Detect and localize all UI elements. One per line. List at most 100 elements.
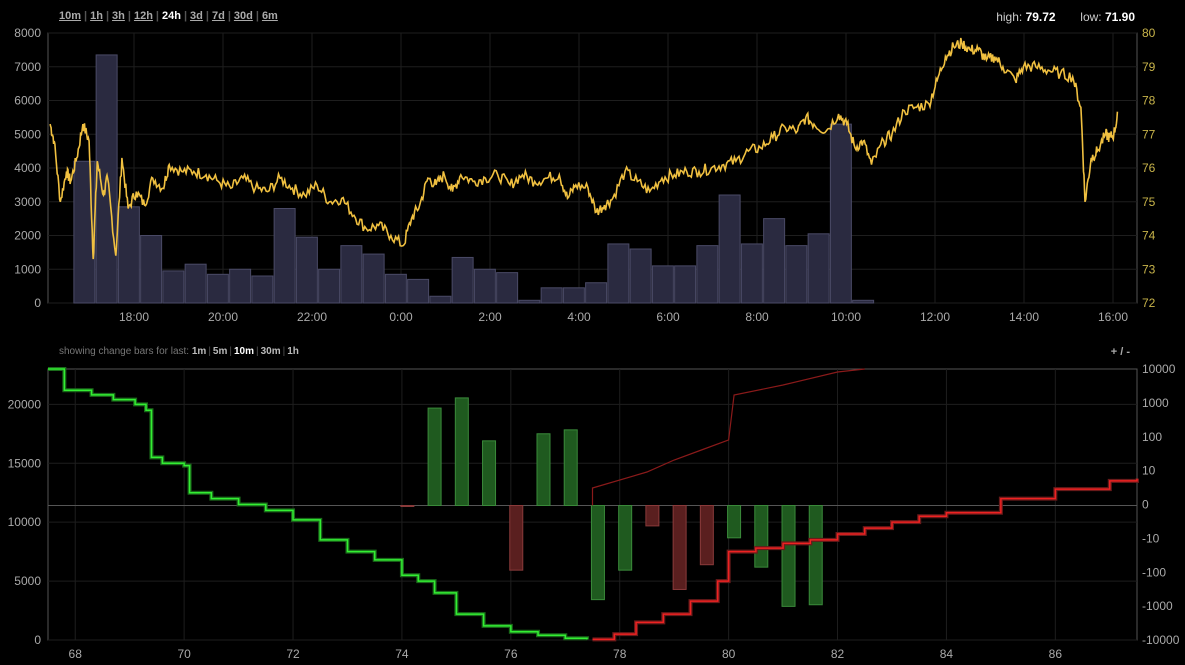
volume-bar: [585, 282, 608, 304]
high-label: high:: [996, 10, 1023, 24]
range-link-10m[interactable]: 10m: [59, 10, 82, 22]
volume-bar: [362, 253, 385, 304]
change-bar-option-10m[interactable]: 10m: [233, 346, 254, 357]
change-bar: [509, 505, 524, 571]
range-link-7d[interactable]: 7d: [211, 10, 225, 22]
volume-bar: [540, 287, 563, 304]
volume-bar: [740, 243, 763, 304]
x-tick-label: 10:00: [831, 310, 861, 324]
change-bars-prefix: showing change bars for last:: [59, 346, 190, 357]
change-bar: [781, 505, 796, 607]
x-tick-label: 20:00: [208, 310, 238, 324]
change-bar: [563, 429, 578, 507]
y-left-tick-label: 1000: [14, 262, 41, 276]
range-link-3h[interactable]: 3h: [112, 10, 125, 22]
time-range-selector: 10m | 1h | 3h | 12h | 24h | 3d | 7d | 30d | 6m: [59, 10, 278, 22]
range-link-6m[interactable]: 6m: [261, 10, 278, 22]
y-left-tick-label: 6000: [14, 94, 41, 108]
x-tick-label: 68: [69, 647, 83, 661]
y-left-tick-label: 5000: [14, 574, 41, 588]
y-right-tick-label: 72: [1142, 296, 1156, 310]
change-bar-option-5m[interactable]: 5m: [212, 346, 228, 357]
y-right-tick-label: -1000: [1142, 599, 1173, 613]
change-bars-selector: showing change bars for last: 1m | 5m | 10m |…: [59, 346, 299, 357]
x-tick-label: 74: [395, 647, 409, 661]
zoom-in-button[interactable]: +: [1110, 346, 1118, 358]
x-tick-label: 18:00: [119, 310, 149, 324]
volume-bar: [763, 218, 786, 304]
volume-bar: [184, 263, 207, 304]
change-bar: [699, 505, 714, 566]
volume-bar: [718, 194, 741, 304]
x-tick-label: 70: [177, 647, 191, 661]
zoom-controls: + / -: [1111, 346, 1130, 358]
x-tick-label: 82: [831, 647, 845, 661]
y-right-tick-label: 78: [1142, 94, 1156, 108]
x-tick-label: 78: [613, 647, 627, 661]
change-bar-option-1h[interactable]: 1h: [287, 346, 299, 357]
y-left-tick-label: 20000: [8, 397, 42, 411]
y-right-tick-label: 74: [1142, 229, 1156, 243]
volume-bar: [251, 275, 274, 304]
price-volume-chart: 0 1000 2000 3000 4000 5000 6000 7000 8000 72 73 74 7…: [14, 26, 1156, 324]
volume-bar: [384, 273, 407, 304]
x-tick-label: 80: [722, 647, 736, 661]
y-right-tick-label: 79: [1142, 60, 1156, 74]
range-link-30d[interactable]: 30d: [233, 10, 253, 22]
y-left-tick-label: 5000: [14, 127, 41, 141]
x-tick-label: 6:00: [656, 310, 680, 324]
volume-bar: [629, 248, 652, 304]
x-tick-label: 2:00: [478, 310, 502, 324]
volume-bar: [318, 268, 341, 304]
x-tick-label: 86: [1049, 647, 1063, 661]
range-link-12h[interactable]: 12h: [133, 10, 153, 22]
y-left-tick-label: 7000: [14, 60, 41, 74]
low-value: 71.90: [1104, 10, 1135, 24]
volume-bar: [562, 287, 585, 304]
volume-bar: [696, 245, 719, 304]
y-right-tick-label: 77: [1142, 127, 1156, 141]
x-tick-label: 8:00: [745, 310, 769, 324]
x-tick-label: 0:00: [389, 310, 413, 324]
x-tick-label: 22:00: [297, 310, 327, 324]
y-left-tick-label: 15000: [8, 456, 42, 470]
x-tick-label: 4:00: [567, 310, 591, 324]
zoom-out-button[interactable]: -: [1126, 346, 1130, 358]
volume-bar: [651, 265, 674, 304]
range-link-3d[interactable]: 3d: [190, 10, 203, 22]
bid-depth-line: [48, 368, 588, 640]
y-left-tick-label: 4000: [14, 161, 41, 175]
volume-bar: [496, 272, 519, 304]
x-tick-label: 72: [286, 647, 300, 661]
range-link-24h[interactable]: 24h: [162, 10, 181, 22]
y-right-tick-label: 10: [1142, 464, 1156, 478]
change-bar-option-30m[interactable]: 30m: [260, 346, 281, 357]
volume-bar: [607, 243, 630, 304]
y-right-tick-label: 73: [1142, 262, 1156, 276]
y-right-tick-label: -10000: [1142, 633, 1180, 647]
price-line: [49, 37, 1119, 260]
y-right-tick-label: 75: [1142, 195, 1156, 209]
change-bar-option-1m[interactable]: 1m: [191, 346, 207, 357]
change-bar: [454, 397, 469, 507]
zoom-separator: /: [1120, 346, 1124, 358]
y-left-tick-label: 10000: [8, 515, 42, 529]
y-left-tick-label: 0: [34, 296, 41, 310]
volume-bar: [429, 295, 452, 304]
change-bar: [590, 505, 605, 601]
range-link-1h[interactable]: 1h: [90, 10, 103, 22]
y-right-tick-label: 76: [1142, 161, 1156, 175]
volume-bar: [518, 299, 541, 304]
price-stats: high: 79.72 low: 71.90: [996, 10, 1135, 24]
volume-bar: [140, 235, 163, 304]
volume-bar: [473, 268, 496, 304]
change-bar: [672, 505, 687, 590]
x-tick-label: 12:00: [920, 310, 950, 324]
change-bar: [645, 505, 660, 527]
volume-bar: [295, 236, 318, 304]
volume-bar: [273, 208, 296, 304]
change-bar: [754, 505, 769, 568]
low-label: low:: [1080, 10, 1102, 24]
volume-bar: [162, 270, 185, 304]
volume-bar: [229, 268, 252, 304]
